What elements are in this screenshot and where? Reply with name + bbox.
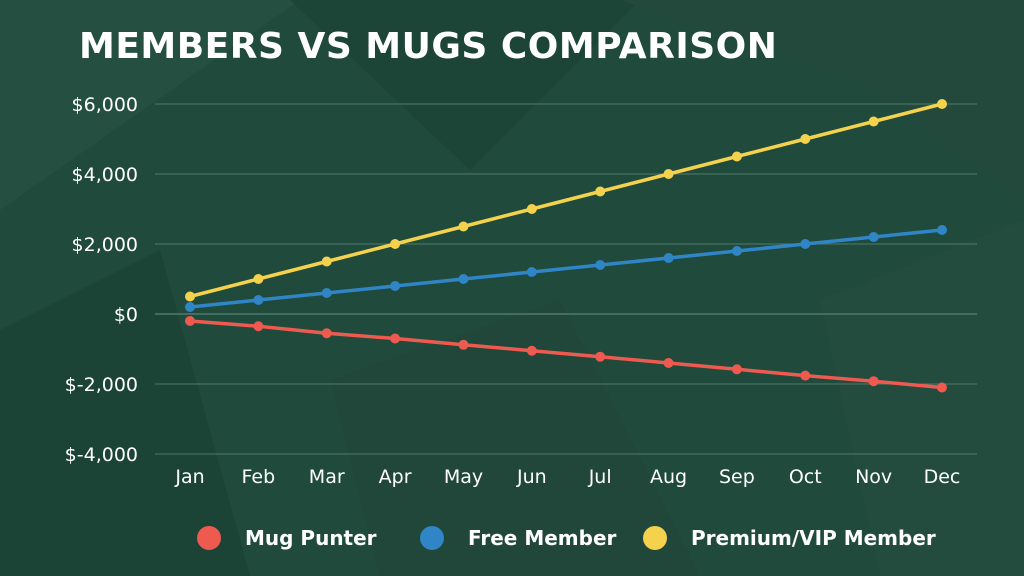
data-point-premium-vip-member — [185, 291, 195, 302]
data-point-free-member — [321, 288, 332, 298]
data-point-free-member — [800, 239, 811, 249]
data-point-premium-vip-member — [458, 221, 469, 232]
data-point-mug-punter — [526, 345, 537, 356]
data-point-premium-vip-member — [390, 239, 401, 249]
data-point-mug-punter — [663, 358, 674, 368]
data-point-mug-punter — [185, 316, 195, 326]
series-premium-vip-member — [185, 99, 947, 302]
data-point-free-member — [526, 267, 537, 277]
data-point-mug-punter — [868, 376, 879, 387]
data-point-free-member — [185, 302, 195, 312]
data-point-premium-vip-member — [253, 274, 264, 284]
x-tick-label: Dec — [924, 466, 961, 488]
series-layer — [185, 99, 947, 393]
data-point-mug-punter — [800, 370, 811, 381]
data-point-free-member — [595, 260, 606, 270]
series-line-mug-punter — [189, 319, 943, 390]
x-tick-label: Apr — [379, 466, 412, 488]
grid-lines — [155, 103, 977, 455]
legend-label-premium-vip-member: Premium/VIP Member — [691, 526, 936, 550]
x-tick-label: Nov — [855, 466, 892, 488]
data-point-free-member — [937, 225, 947, 235]
data-point-premium-vip-member — [321, 256, 332, 267]
data-point-mug-punter — [595, 351, 606, 362]
data-point-mug-punter — [253, 321, 264, 332]
x-tick-label: Sep — [719, 466, 755, 488]
data-point-premium-vip-member — [595, 186, 606, 197]
legend-item-premium-vip-member: Premium/VIP Member — [643, 521, 936, 555]
series-line-premium-vip-member — [189, 102, 943, 299]
y-tick-label: $-2,000 — [65, 374, 138, 396]
series-mug-punter — [185, 316, 947, 393]
data-point-mug-punter — [390, 333, 401, 344]
data-point-free-member — [390, 281, 401, 291]
y-tick-label: $4,000 — [72, 164, 138, 186]
legend: Mug Punter Free Member Premium/VIP Membe… — [0, 521, 1024, 555]
x-tick-label: May — [444, 466, 483, 488]
data-point-free-member — [458, 274, 469, 284]
y-tick-label: $-4,000 — [65, 444, 138, 466]
data-point-premium-vip-member — [731, 151, 742, 162]
legend-label-mug-punter: Mug Punter — [245, 526, 377, 550]
data-point-free-member — [731, 246, 742, 256]
data-point-mug-punter — [731, 364, 742, 375]
data-point-premium-vip-member — [800, 134, 811, 144]
data-point-mug-punter — [458, 339, 469, 350]
x-tick-label: Oct — [789, 466, 822, 488]
x-tick-label: Jan — [174, 466, 204, 488]
x-tick-label: Mar — [309, 466, 345, 488]
data-point-mug-punter — [937, 382, 947, 393]
data-point-premium-vip-member — [526, 204, 537, 214]
y-tick-label: $0 — [114, 304, 138, 326]
legend-item-free-member: Free Member — [420, 521, 616, 555]
legend-swatch-mug-punter — [197, 526, 221, 550]
legend-swatch-free-member — [420, 526, 444, 550]
series-free-member — [185, 225, 947, 312]
data-point-mug-punter — [321, 328, 332, 339]
legend-item-mug-punter: Mug Punter — [197, 521, 377, 555]
data-point-free-member — [253, 295, 264, 305]
data-point-premium-vip-member — [663, 169, 674, 179]
x-axis-ticks: Jan Feb Mar Apr May Jun Jul Aug Sep Oct Nov Dec — [174, 466, 960, 488]
x-tick-label: Aug — [650, 466, 687, 488]
series-line-free-member — [189, 228, 943, 309]
legend-label-free-member: Free Member — [468, 526, 617, 550]
data-point-free-member — [868, 232, 879, 242]
y-tick-label: $2,000 — [72, 234, 138, 256]
legend-swatch-premium-vip-member — [643, 526, 667, 550]
data-point-premium-vip-member — [937, 99, 947, 109]
y-axis-ticks: $6,000 $4,000 $2,000 $0 $-2,000 $-4,000 — [65, 94, 138, 466]
x-tick-label: Feb — [242, 466, 276, 488]
x-tick-label: Jul — [588, 466, 612, 488]
x-tick-label: Jun — [516, 466, 547, 488]
y-tick-label: $6,000 — [72, 94, 138, 116]
data-point-premium-vip-member — [868, 116, 879, 127]
page-title: MEMBERS VS MUGS COMPARISON — [79, 26, 778, 67]
data-point-free-member — [663, 253, 674, 263]
